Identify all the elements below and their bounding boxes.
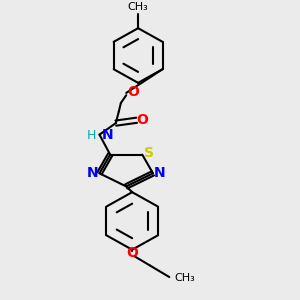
Text: O: O — [136, 113, 148, 127]
Text: CH₃: CH₃ — [175, 274, 195, 284]
Text: O: O — [126, 246, 138, 260]
Text: O: O — [127, 85, 139, 99]
Text: N: N — [102, 128, 113, 142]
Text: N: N — [154, 166, 165, 180]
Text: S: S — [144, 146, 154, 160]
Text: CH₃: CH₃ — [128, 2, 148, 11]
Text: H: H — [86, 129, 96, 142]
Text: N: N — [87, 166, 99, 180]
